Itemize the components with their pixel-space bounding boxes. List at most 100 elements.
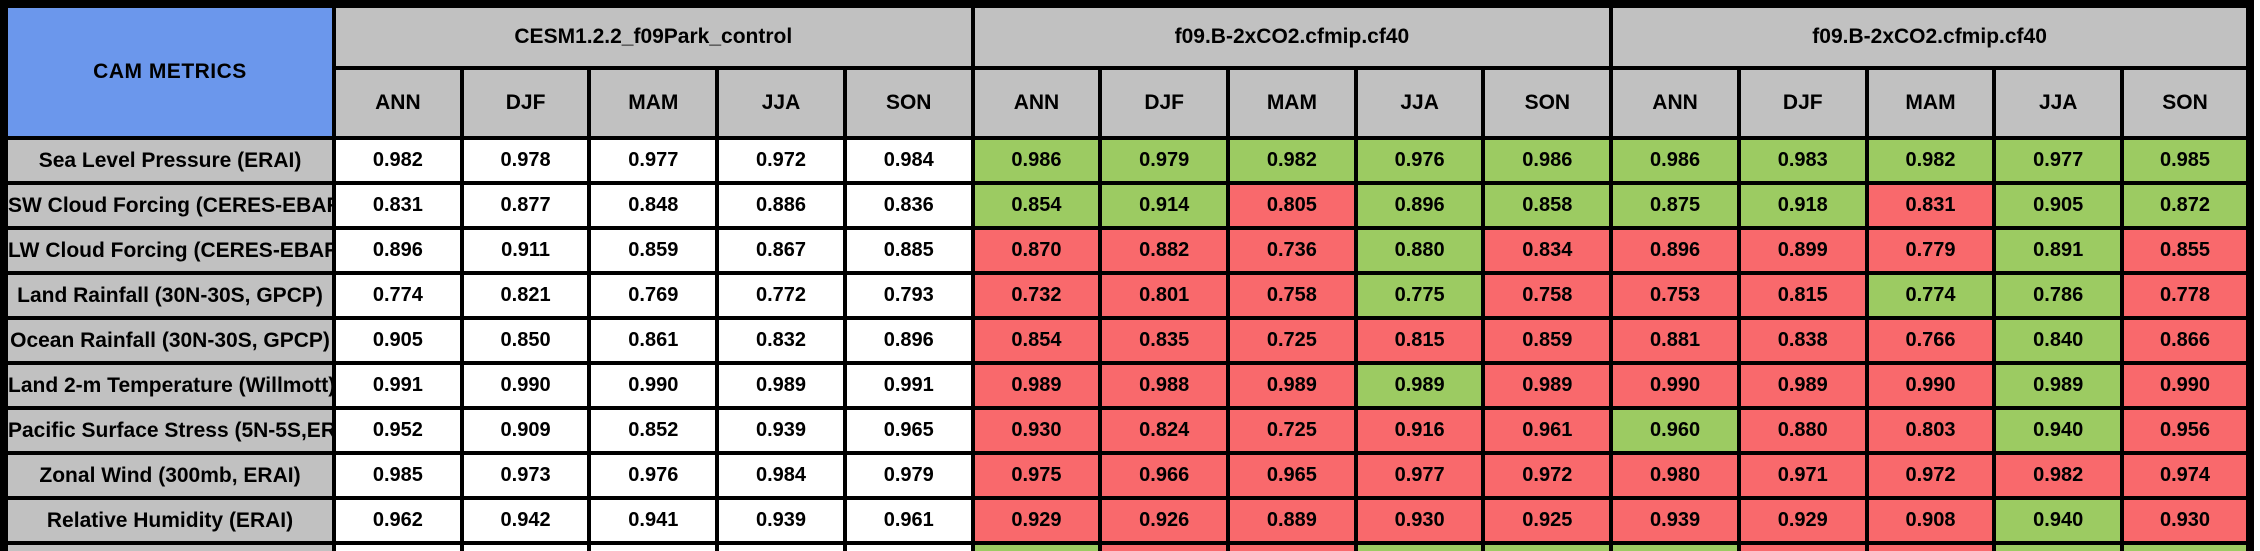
metric-value-cell: 0.991 bbox=[332, 361, 464, 410]
metric-value-cell: 0.972 bbox=[715, 136, 847, 185]
metric-label: Sea Level Pressure (ERAI) bbox=[2, 136, 336, 185]
metric-value-cell: 0.838 bbox=[1736, 316, 1869, 365]
metric-value-cell: 0.982 bbox=[332, 136, 464, 185]
metric-value-cell: 0.972 bbox=[1481, 451, 1614, 500]
metric-label: SW Cloud Forcing (CERES-EBAF) bbox=[2, 181, 336, 230]
metric-value-cell: 0.989 bbox=[2120, 541, 2252, 551]
metric-value-cell: 0.939 bbox=[715, 406, 847, 455]
metric-value-cell: 0.971 bbox=[1736, 451, 1869, 500]
metric-value-cell: 0.930 bbox=[2120, 496, 2252, 545]
table-row: Temperature (ERAI)0.9880.9880.9880.9900.… bbox=[2, 541, 2252, 551]
metric-value-cell: 0.991 bbox=[842, 361, 975, 410]
metric-value-cell: 0.966 bbox=[1098, 451, 1231, 500]
metric-value-cell: 0.824 bbox=[1098, 406, 1231, 455]
metric-value-cell: 0.766 bbox=[1864, 316, 1997, 365]
metric-value-cell: 0.989 bbox=[1353, 361, 1486, 410]
metric-value-cell: 0.882 bbox=[1098, 226, 1231, 275]
metric-value-cell: 0.891 bbox=[1992, 226, 2125, 275]
metric-value-cell: 0.836 bbox=[842, 181, 975, 230]
table-row: Zonal Wind (300mb, ERAI) 0.985 0.973 0.976 0… bbox=[2, 451, 2252, 500]
metric-value-cell: 0.982 bbox=[1864, 136, 1997, 185]
metric-value-cell: 0.834 bbox=[1481, 226, 1614, 275]
metric-value-cell: 0.886 bbox=[715, 181, 847, 230]
metric-value-cell: 0.725 bbox=[1226, 316, 1358, 365]
metric-value-cell: 0.992 bbox=[1353, 541, 1486, 551]
metric-value-cell: 0.975 bbox=[970, 451, 1103, 500]
season-header-0-3: JJA bbox=[715, 66, 847, 140]
metric-value-cell: 0.984 bbox=[842, 136, 975, 185]
metric-value-cell: 0.831 bbox=[1864, 181, 1997, 230]
metric-value-cell: 0.961 bbox=[842, 496, 975, 545]
metric-value-cell: 0.942 bbox=[459, 496, 592, 545]
metric-value-cell: 0.987 bbox=[1226, 541, 1358, 551]
metric-value-cell: 0.929 bbox=[1736, 496, 1869, 545]
metric-value-cell: 0.899 bbox=[1736, 226, 1869, 275]
group-header-0: CESM1.2.2_f09Park_control bbox=[332, 2, 975, 70]
metric-value-cell: 0.866 bbox=[2120, 316, 2252, 365]
metric-value-cell: 0.896 bbox=[1353, 181, 1486, 230]
metric-value-cell: 0.986 bbox=[970, 136, 1103, 185]
metric-value-cell: 0.881 bbox=[1609, 316, 1741, 365]
table-header: CAM METRICS CESM1.2.2_f09Park_control f09.… bbox=[2, 2, 2252, 140]
metric-value-cell: 0.911 bbox=[459, 226, 592, 275]
metric-label: Ocean Rainfall (30N-30S, GPCP) bbox=[2, 316, 336, 365]
metric-value-cell: 0.840 bbox=[1992, 316, 2125, 365]
metric-value-cell: 0.793 bbox=[842, 271, 975, 320]
metric-value-cell: 0.989 bbox=[715, 361, 847, 410]
metric-value-cell: 0.870 bbox=[970, 226, 1103, 275]
metric-value-cell: 0.982 bbox=[1992, 451, 2125, 500]
metric-value-cell: 0.758 bbox=[1481, 271, 1614, 320]
table-title-cell: CAM METRICS bbox=[2, 2, 336, 140]
metric-value-cell: 0.854 bbox=[970, 181, 1103, 230]
metric-value-cell: 0.908 bbox=[1864, 496, 1997, 545]
metric-value-cell: 0.875 bbox=[1609, 181, 1741, 230]
metric-value-cell: 0.985 bbox=[2120, 136, 2252, 185]
metric-value-cell: 0.988 bbox=[1736, 541, 1869, 551]
metric-label: Relative Humidity (ERAI) bbox=[2, 496, 336, 545]
metric-value-cell: 0.769 bbox=[587, 271, 720, 320]
season-header-2-0: ANN bbox=[1609, 66, 1741, 140]
metric-value-cell: 0.977 bbox=[587, 136, 720, 185]
metric-value-cell: 0.835 bbox=[1098, 316, 1231, 365]
season-header-1-1: DJF bbox=[1098, 66, 1231, 140]
metric-value-cell: 0.850 bbox=[459, 316, 592, 365]
metric-value-cell: 0.861 bbox=[587, 316, 720, 365]
metric-value-cell: 0.978 bbox=[459, 136, 592, 185]
metric-value-cell: 0.952 bbox=[332, 406, 464, 455]
metric-value-cell: 0.983 bbox=[1736, 136, 1869, 185]
metric-value-cell: 0.989 bbox=[842, 541, 975, 551]
metric-value-cell: 0.976 bbox=[1353, 136, 1486, 185]
season-header-0-2: MAM bbox=[587, 66, 720, 140]
metric-value-cell: 0.990 bbox=[2120, 361, 2252, 410]
metric-value-cell: 0.984 bbox=[715, 451, 847, 500]
table-row: Ocean Rainfall (30N-30S, GPCP) 0.905 0.850… bbox=[2, 316, 2252, 365]
group-header-1: f09.B-2xCO2.cfmip.cf40 bbox=[970, 2, 1614, 70]
metric-value-cell: 0.987 bbox=[1098, 541, 1231, 551]
metric-value-cell: 0.896 bbox=[842, 316, 975, 365]
metric-value-cell: 0.832 bbox=[715, 316, 847, 365]
metric-value-cell: 0.852 bbox=[587, 406, 720, 455]
season-header-2-4: SON bbox=[2120, 66, 2252, 140]
metric-value-cell: 0.877 bbox=[459, 181, 592, 230]
metric-value-cell: 0.988 bbox=[459, 541, 592, 551]
group-header-row: CAM METRICS CESM1.2.2_f09Park_control f09.… bbox=[2, 2, 2252, 140]
metric-value-cell: 0.990 bbox=[715, 541, 847, 551]
metric-value-cell: 0.940 bbox=[1992, 406, 2125, 455]
metric-value-cell: 0.989 bbox=[1226, 361, 1358, 410]
metric-value-cell: 0.859 bbox=[587, 226, 720, 275]
metric-value-cell: 0.965 bbox=[1226, 451, 1358, 500]
metric-value-cell: 0.989 bbox=[1609, 541, 1741, 551]
metric-value-cell: 0.831 bbox=[332, 181, 464, 230]
metric-value-cell: 0.989 bbox=[1992, 361, 2125, 410]
season-header-1-3: JJA bbox=[1353, 66, 1486, 140]
season-header-0-4: SON bbox=[842, 66, 975, 140]
metric-value-cell: 0.867 bbox=[715, 226, 847, 275]
metric-value-cell: 0.976 bbox=[587, 451, 720, 500]
metric-label: LW Cloud Forcing (CERES-EBAF) bbox=[2, 226, 336, 275]
metric-value-cell: 0.962 bbox=[332, 496, 464, 545]
table-row: Land 2-m Temperature (Willmott) 0.991 0.99… bbox=[2, 361, 2252, 410]
metric-value-cell: 0.786 bbox=[1992, 271, 2125, 320]
metric-value-cell: 0.979 bbox=[842, 451, 975, 500]
season-header-1-0: ANN bbox=[970, 66, 1103, 140]
